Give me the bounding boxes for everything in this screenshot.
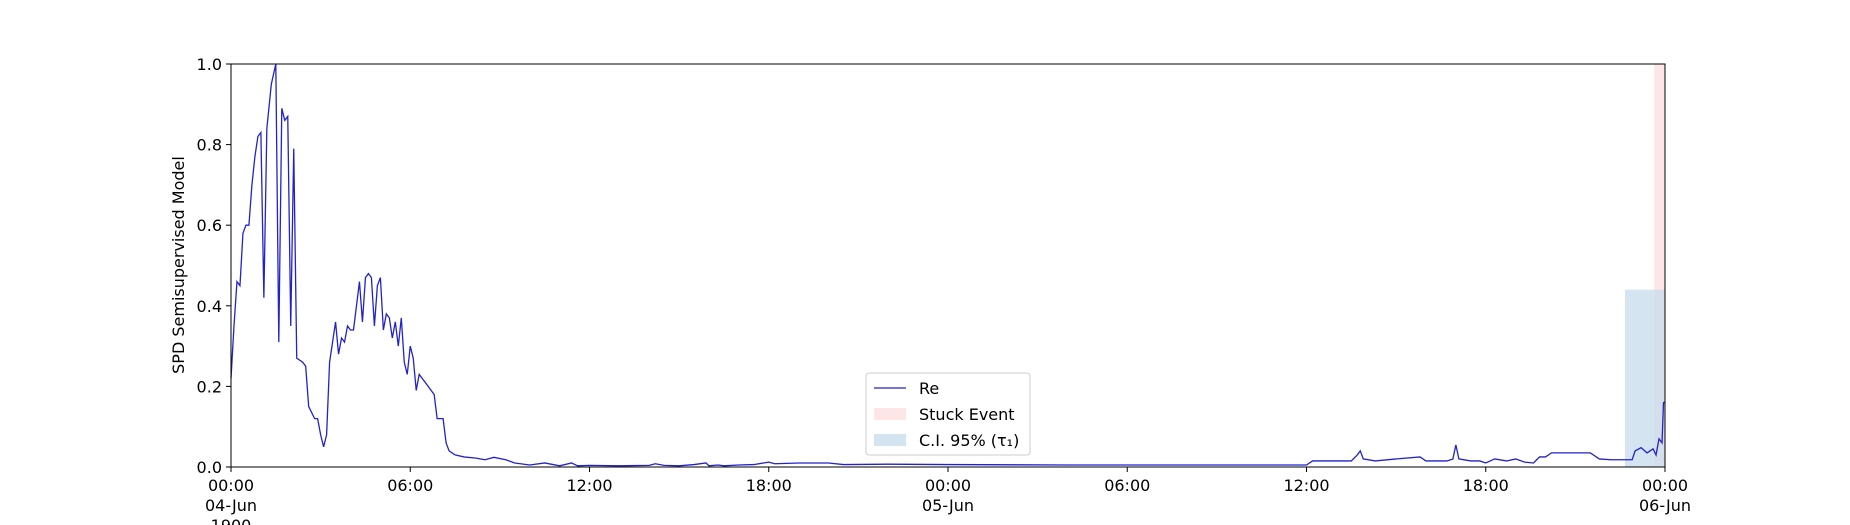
line-series <box>230 63 1665 467</box>
y-axis-label: SPD Semisupervised Model <box>169 156 188 374</box>
span <box>1624 289 1665 467</box>
y-tick-label: 0.8 <box>197 136 222 155</box>
legend-label: Re <box>919 379 939 398</box>
x-tick-label: 18:00 <box>746 476 792 495</box>
legend-label: C.I. 95% (τ₁) <box>919 431 1019 450</box>
legend-label: Stuck Event <box>919 405 1015 424</box>
y-tick-label: 0.6 <box>197 216 222 235</box>
y-tick-label: 0.2 <box>197 377 222 396</box>
x-tick-label: 06:00 <box>387 476 433 495</box>
legend: Re Stuck Event C.I. 95% (τ₁) <box>865 372 1031 456</box>
x-tick-label: 00:00 05-Jun <box>922 476 974 515</box>
x-tick-label: 12:00 <box>566 476 612 495</box>
span <box>1654 64 1665 467</box>
x-tick-label: 00:00 06-Jun <box>1639 476 1691 515</box>
x-tick-label: 12:00 <box>1283 476 1329 495</box>
legend-patch <box>874 434 906 446</box>
x-tick-label: 06:00 <box>1104 476 1150 495</box>
legend-frame <box>865 372 1031 456</box>
y-tick-label: 0.4 <box>197 297 222 316</box>
legend-patch <box>874 408 906 420</box>
y-tick-label: 1.0 <box>197 55 222 74</box>
x-tick-label: 18:00 <box>1463 476 1509 495</box>
y-tick-label: 0.0 <box>197 458 222 477</box>
